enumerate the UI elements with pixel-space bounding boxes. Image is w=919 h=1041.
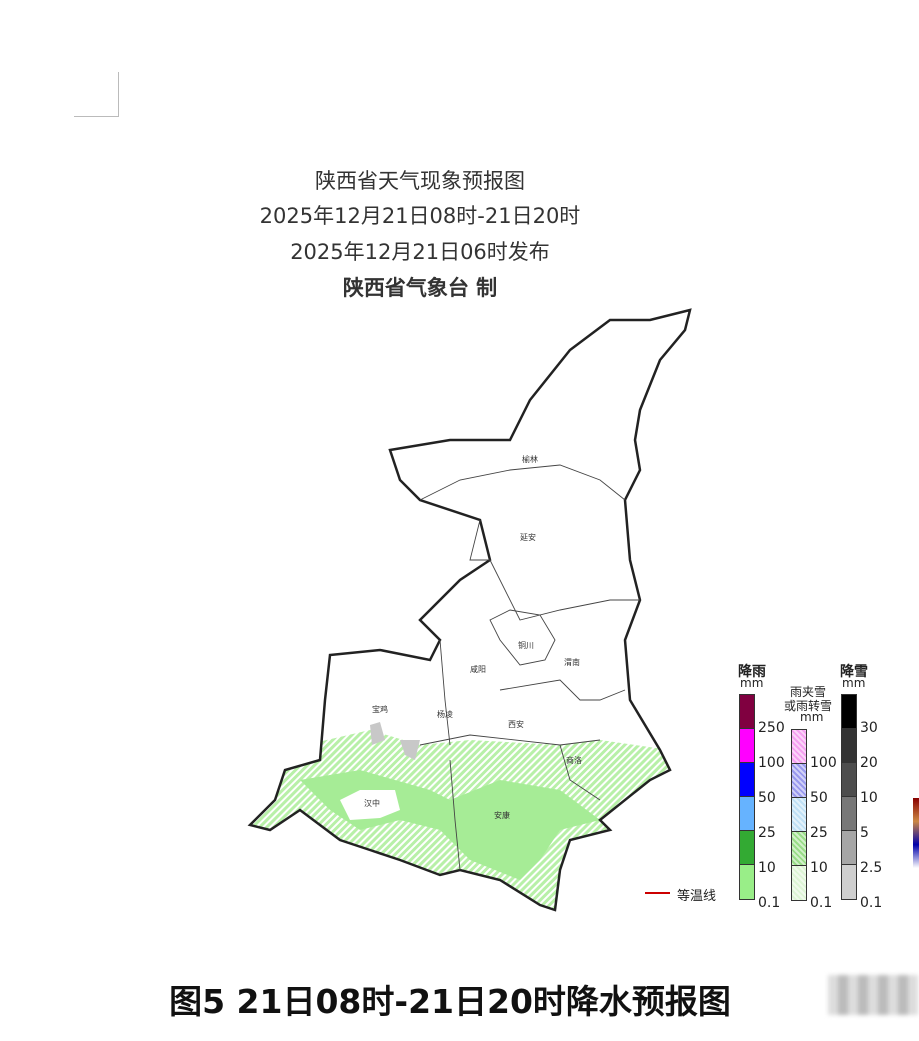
city-label-yanan: 延安	[520, 532, 536, 542]
figure-caption: 图5 21日08时-21日20时降水预报图	[169, 982, 731, 1021]
blurred-watermark	[828, 975, 918, 1015]
rain-tick: 25	[758, 825, 776, 841]
map-issued: 2025年12月21日06时发布	[290, 240, 550, 264]
snow-tick: 30	[860, 720, 878, 736]
precip-none-hanzhong	[340, 790, 400, 820]
mixed-legend-unit: mm	[800, 710, 824, 724]
rain-color-bar	[739, 694, 755, 900]
city-label-xian: 西安	[508, 719, 524, 729]
city-label-ankang: 安康	[494, 810, 510, 820]
city-label-yulin: 榆林	[522, 454, 538, 464]
map-period: 2025年12月21日08时-21日20时	[259, 204, 581, 228]
mixed-tick: 100	[810, 755, 837, 771]
rain-legend-title: 降雨	[738, 664, 766, 680]
snow-tick: 2.5	[860, 860, 883, 876]
mixed-tick: 25	[810, 825, 828, 841]
rain-tick: 250	[758, 720, 785, 736]
rain-tick: 100	[758, 755, 785, 771]
city-label-xianyang: 咸阳	[470, 664, 486, 674]
mixed-legend-title: 雨夹雪	[790, 685, 827, 699]
city-label-tongchuan: 铜川	[518, 640, 534, 650]
mixed-color-bar	[791, 729, 807, 901]
city-boundaries	[419, 464, 640, 871]
snow-tick: 10	[860, 790, 878, 806]
map-title: 陕西省天气现象预报图	[315, 169, 525, 193]
city-label-shangluo: 商洛	[566, 755, 582, 765]
city-label-baoji: 宝鸡	[372, 704, 388, 714]
snow-tick: 5	[860, 825, 869, 841]
cropped-legend-fragment	[913, 798, 919, 868]
rain-tick: 10	[758, 860, 776, 876]
city-label-hanzhong: 汉中	[364, 798, 380, 808]
city-label-weinan: 渭南	[564, 657, 580, 667]
snow-tick: 0.1	[860, 895, 883, 911]
city-label-yangling: 杨凌	[437, 709, 453, 719]
rain-legend-unit: mm	[740, 676, 764, 690]
snow-legend-title: 降雪	[840, 664, 868, 680]
rain-tick: 0.1	[758, 895, 781, 911]
mixed-tick: 10	[810, 860, 828, 876]
map-publisher: 陕西省气象台 制	[342, 276, 498, 300]
mixed-tick: 0.1	[810, 895, 833, 911]
rain-tick: 50	[758, 790, 776, 806]
isotherm-legend-label: 等温线	[677, 889, 717, 904]
snow-light	[370, 722, 420, 760]
snow-color-bar	[841, 694, 857, 900]
snow-tick: 20	[860, 755, 878, 771]
mixed-legend-title2: 或雨转雪	[784, 699, 833, 713]
snow-legend-unit: mm	[842, 676, 866, 690]
page-corner-mark	[74, 72, 119, 117]
mixed-tick: 50	[810, 790, 828, 806]
